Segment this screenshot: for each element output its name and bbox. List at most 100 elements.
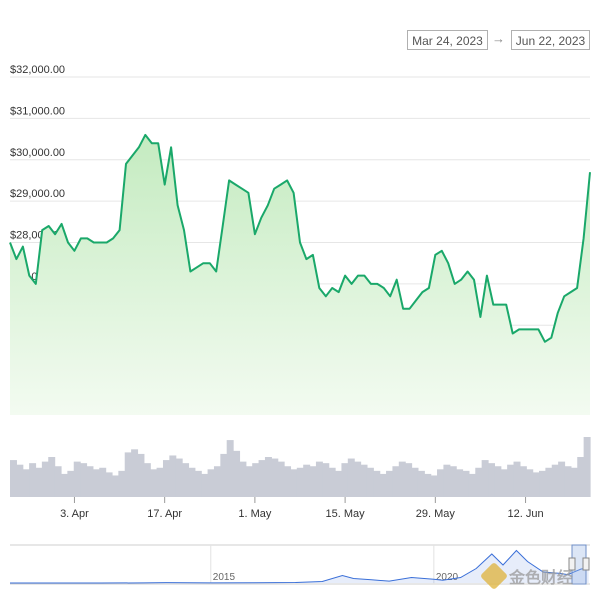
volume-bar bbox=[405, 463, 413, 497]
volume-bar bbox=[277, 461, 285, 497]
volume-bar bbox=[220, 453, 228, 497]
x-tick-label: 15. May bbox=[326, 508, 366, 520]
volume-bar bbox=[519, 466, 527, 497]
volume-bar bbox=[213, 466, 221, 497]
volume-bar bbox=[373, 470, 381, 497]
volume-bar bbox=[73, 461, 81, 497]
volume-bar bbox=[86, 466, 94, 497]
volume-bars bbox=[10, 437, 591, 497]
volume-bar bbox=[271, 458, 279, 497]
navigator: 2015 2020 bbox=[10, 544, 590, 585]
volume-bar bbox=[475, 467, 483, 497]
volume-bar bbox=[131, 449, 139, 497]
volume-bar bbox=[526, 469, 534, 497]
navigator-tick-label: 2015 bbox=[213, 572, 236, 583]
volume-bar bbox=[194, 470, 202, 497]
volume-bar bbox=[226, 440, 234, 497]
navigator-line bbox=[10, 549, 589, 584]
volume-bar bbox=[92, 469, 100, 497]
volume-bar bbox=[169, 455, 177, 497]
x-tick-label: 12. Jun bbox=[508, 508, 544, 520]
volume-bar bbox=[564, 466, 572, 497]
volume-bar bbox=[494, 466, 502, 497]
y-tick-label: $32,000.00 bbox=[10, 64, 65, 76]
price-series-line[interactable] bbox=[9, 133, 591, 343]
volume-bar bbox=[411, 467, 419, 497]
volume-bar bbox=[430, 475, 438, 497]
volume-bar bbox=[424, 473, 432, 497]
volume-bar bbox=[322, 463, 330, 497]
watermark: 金色财经 bbox=[481, 563, 573, 589]
volume-bar bbox=[264, 457, 272, 497]
volume-bar bbox=[309, 466, 317, 497]
volume-bar bbox=[67, 470, 75, 497]
navigator-right-handle[interactable] bbox=[582, 557, 590, 571]
volume-bar bbox=[341, 463, 349, 497]
price-area-fill bbox=[10, 134, 590, 415]
volume-bar bbox=[507, 464, 515, 497]
navigator-left-handle[interactable] bbox=[568, 557, 576, 571]
volume-bar bbox=[513, 461, 521, 497]
volume-bar bbox=[437, 469, 444, 497]
volume-bar bbox=[182, 463, 190, 497]
navigator-series bbox=[10, 549, 589, 584]
volume-bar bbox=[532, 472, 540, 497]
date-range-arrow-icon: → bbox=[492, 31, 505, 46]
volume-bar bbox=[48, 457, 56, 497]
y-tick-label: $29,000.00 bbox=[10, 188, 65, 200]
volume-bar bbox=[296, 467, 304, 497]
price-area-layer bbox=[9, 133, 591, 415]
volume-bar bbox=[10, 460, 17, 497]
volume-bar bbox=[137, 453, 145, 497]
volume-bar bbox=[366, 467, 374, 497]
navigator-tick-label: 2020 bbox=[436, 572, 459, 583]
volume-bar bbox=[201, 473, 209, 497]
volume-bar bbox=[558, 461, 566, 497]
volume-bar bbox=[386, 470, 394, 497]
volume-bar bbox=[233, 450, 241, 497]
volume-bar bbox=[252, 463, 260, 497]
volume-bar bbox=[462, 470, 470, 497]
volume-bar bbox=[449, 466, 457, 497]
volume-bar bbox=[500, 469, 508, 497]
volume-bar bbox=[99, 467, 107, 497]
volume-bar bbox=[118, 470, 126, 497]
volume-bar bbox=[284, 466, 292, 497]
volume-bar bbox=[379, 473, 387, 497]
volume-bar bbox=[360, 464, 368, 497]
volume-bar bbox=[207, 469, 215, 497]
x-tick-label: 29. May bbox=[416, 508, 456, 520]
volume-bar bbox=[60, 473, 68, 497]
watermark-logo-icon bbox=[481, 563, 507, 589]
volume-bar bbox=[303, 464, 311, 497]
volume-bar bbox=[577, 457, 585, 497]
volume-bar bbox=[258, 460, 266, 497]
volume-bar bbox=[347, 458, 355, 497]
volume-bar bbox=[111, 475, 119, 497]
volume-bar bbox=[335, 470, 343, 497]
volume-bar bbox=[570, 467, 578, 497]
y-tick-label: $31,000.00 bbox=[10, 105, 65, 117]
x-tick-label: 3. Apr bbox=[60, 508, 89, 520]
volume-bar bbox=[239, 461, 247, 497]
volume-bar bbox=[354, 461, 362, 497]
volume-bar bbox=[245, 466, 253, 497]
volume-bar bbox=[398, 461, 406, 497]
volume-bar bbox=[468, 473, 476, 497]
date-range-from-input[interactable]: Mar 24, 2023 bbox=[407, 30, 488, 50]
volume-bar bbox=[417, 470, 425, 497]
volume-bar bbox=[545, 467, 553, 497]
volume-bar bbox=[124, 452, 132, 497]
volume-bar bbox=[290, 469, 298, 497]
volume-bar bbox=[16, 464, 24, 497]
x-tick-label: 1. May bbox=[238, 508, 272, 520]
volume-bar bbox=[143, 463, 151, 497]
volume-bar bbox=[443, 464, 451, 497]
volume-bar bbox=[488, 463, 495, 497]
volume-bar bbox=[162, 460, 170, 497]
date-range-to-input[interactable]: Jun 22, 2023 bbox=[511, 30, 590, 50]
navigator-x-axis: 2015 2020 bbox=[210, 545, 459, 584]
y-tick-label: $30,000.00 bbox=[10, 147, 65, 159]
volume-bar bbox=[392, 466, 400, 497]
